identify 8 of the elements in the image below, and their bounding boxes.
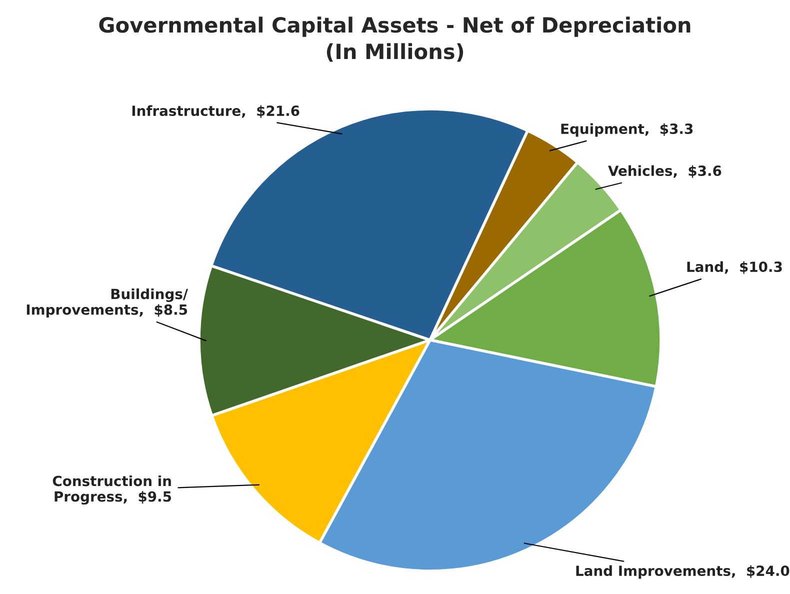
- slice-label: Land Improvements, $24.0: [576, 565, 790, 579]
- slice-label: Vehicles, $3.6: [608, 165, 722, 178]
- slice-label: Infrastructure, $21.6: [132, 105, 300, 118]
- slice-label: Construction in Progress, $9.5: [52, 475, 172, 505]
- slice-label: Land, $10.3: [687, 261, 782, 274]
- chart-title: Governmental Capital Assets - Net of Depreciation (In Millions): [99, 16, 690, 62]
- slice-label: Buildings/ Improvements, $8.5: [26, 288, 188, 318]
- slice-label: Equipment, $3.3: [561, 123, 693, 137]
